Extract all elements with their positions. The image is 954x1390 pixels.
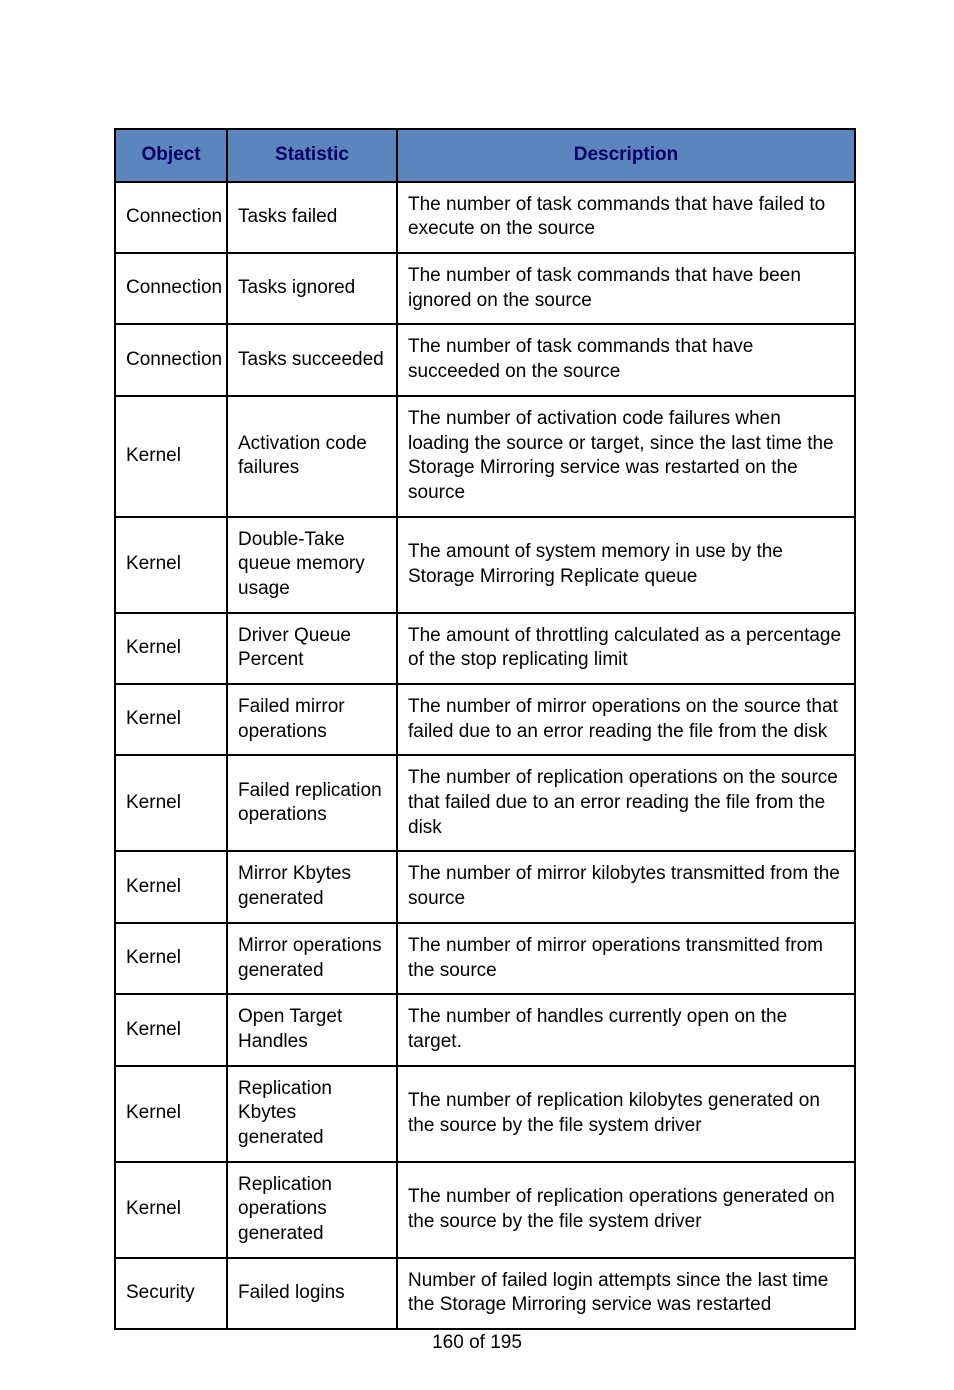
- table-cell: Security: [115, 1258, 227, 1329]
- table-cell: Failed logins: [227, 1258, 397, 1329]
- table-cell: The number of task commands that have fa…: [397, 182, 855, 253]
- table-cell: Kernel: [115, 755, 227, 851]
- table-cell: The number of replication operations gen…: [397, 1162, 855, 1258]
- table-cell: Kernel: [115, 923, 227, 994]
- table-cell: The number of handles currently open on …: [397, 994, 855, 1065]
- table-cell: Connection: [115, 253, 227, 324]
- table-row: KernelMirror Kbytes generatedThe number …: [115, 851, 855, 922]
- table-cell: Activation code failures: [227, 396, 397, 517]
- table-cell: Kernel: [115, 396, 227, 517]
- table-cell: Double-Take queue memory usage: [227, 517, 397, 613]
- table-cell: Driver Queue Percent: [227, 613, 397, 684]
- table-row: KernelFailed replication operationsThe n…: [115, 755, 855, 851]
- table-cell: Failed replication operations: [227, 755, 397, 851]
- table-cell: The number of replication operations on …: [397, 755, 855, 851]
- table-row: ConnectionTasks ignoredThe number of tas…: [115, 253, 855, 324]
- col-header-statistic: Statistic: [227, 129, 397, 182]
- table-cell: Mirror Kbytes generated: [227, 851, 397, 922]
- table-row: KernelMirror operations generatedThe num…: [115, 923, 855, 994]
- table-cell: Kernel: [115, 613, 227, 684]
- table-cell: The amount of throttling calculated as a…: [397, 613, 855, 684]
- table-cell: The number of mirror kilobytes transmitt…: [397, 851, 855, 922]
- table-cell: Number of failed login attempts since th…: [397, 1258, 855, 1329]
- table-cell: Kernel: [115, 1162, 227, 1258]
- table-cell: Kernel: [115, 994, 227, 1065]
- table-cell: The number of mirror operations transmit…: [397, 923, 855, 994]
- table-cell: Failed mirror operations: [227, 684, 397, 755]
- page-footer: 160 of 195: [0, 1332, 954, 1354]
- table-row: KernelReplication Kbytes generatedThe nu…: [115, 1066, 855, 1162]
- table-cell: Open Target Handles: [227, 994, 397, 1065]
- table-cell: The number of activation code failures w…: [397, 396, 855, 517]
- table-cell: Kernel: [115, 1066, 227, 1162]
- table-row: KernelReplication operations generatedTh…: [115, 1162, 855, 1258]
- table-cell: Replication operations generated: [227, 1162, 397, 1258]
- table-body: ConnectionTasks failedThe number of task…: [115, 182, 855, 1329]
- table-cell: Kernel: [115, 684, 227, 755]
- table-cell: The amount of system memory in use by th…: [397, 517, 855, 613]
- table-cell: The number of mirror operations on the s…: [397, 684, 855, 755]
- table-cell: Connection: [115, 182, 227, 253]
- table-cell: Tasks ignored: [227, 253, 397, 324]
- table-row: KernelDouble-Take queue memory usageThe …: [115, 517, 855, 613]
- table-row: KernelFailed mirror operationsThe number…: [115, 684, 855, 755]
- table-row: SecurityFailed loginsNumber of failed lo…: [115, 1258, 855, 1329]
- document-page: Object Statistic Description ConnectionT…: [0, 0, 954, 1390]
- table-cell: Connection: [115, 324, 227, 395]
- table-row: KernelActivation code failuresThe number…: [115, 396, 855, 517]
- table-row: ConnectionTasks succeededThe number of t…: [115, 324, 855, 395]
- table-header-row: Object Statistic Description: [115, 129, 855, 182]
- table-row: KernelOpen Target HandlesThe number of h…: [115, 994, 855, 1065]
- table-cell: Kernel: [115, 517, 227, 613]
- table-cell: Replication Kbytes generated: [227, 1066, 397, 1162]
- table-cell: The number of replication kilobytes gene…: [397, 1066, 855, 1162]
- table-row: KernelDriver Queue PercentThe amount of …: [115, 613, 855, 684]
- table-cell: The number of task commands that have su…: [397, 324, 855, 395]
- table-cell: Kernel: [115, 851, 227, 922]
- table-cell: The number of task commands that have be…: [397, 253, 855, 324]
- col-header-description: Description: [397, 129, 855, 182]
- table-cell: Mirror operations generated: [227, 923, 397, 994]
- table-cell: Tasks failed: [227, 182, 397, 253]
- statistics-table: Object Statistic Description ConnectionT…: [114, 128, 856, 1330]
- table-cell: Tasks succeeded: [227, 324, 397, 395]
- col-header-object: Object: [115, 129, 227, 182]
- table-row: ConnectionTasks failedThe number of task…: [115, 182, 855, 253]
